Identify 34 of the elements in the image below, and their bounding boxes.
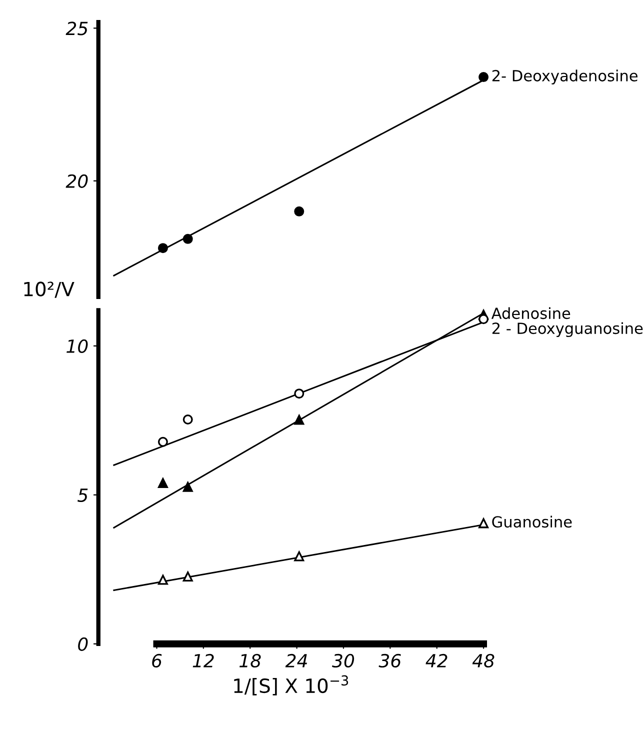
point (478, 72, 489, 82)
point (182, 572, 193, 582)
x-tick-label: 30 (332, 654, 354, 668)
x-tick-label: 6 (152, 654, 162, 668)
point (182, 234, 193, 244)
point (294, 388, 304, 399)
y-tick-label: 10 (66, 339, 88, 354)
x-tick-label: 36 (378, 654, 401, 668)
x-tick-label: 12 (192, 654, 214, 668)
x-tick-label: 48 (472, 654, 494, 668)
x-axis-title: 1/[S] X 10$^{−3}$ (234, 675, 348, 696)
point (158, 478, 168, 488)
point (294, 414, 304, 425)
point (158, 574, 168, 585)
y-tick-label: 20 (66, 174, 88, 188)
y-tick-label: 5 (78, 488, 88, 502)
series-label: 2- Deoxyadenosine (492, 70, 638, 84)
y-tick-label: 25 (66, 22, 88, 36)
point (182, 414, 193, 425)
point (158, 436, 168, 447)
x-tick-label: 24 (285, 654, 307, 668)
point (294, 206, 304, 216)
series-label: 2 - Deoxyguanosine (492, 322, 643, 338)
point (158, 243, 168, 254)
x-tick-label: 18 (240, 654, 261, 668)
y-axis-title: 10²/V (24, 282, 74, 298)
point (478, 314, 489, 324)
series-label: Adenosine (491, 307, 570, 320)
series-label: Guanosine (492, 516, 572, 528)
x-tick-label: 42 (426, 654, 448, 668)
point (294, 551, 304, 562)
point (182, 482, 193, 492)
point (478, 518, 489, 528)
y-tick-label: 0 (78, 637, 88, 651)
